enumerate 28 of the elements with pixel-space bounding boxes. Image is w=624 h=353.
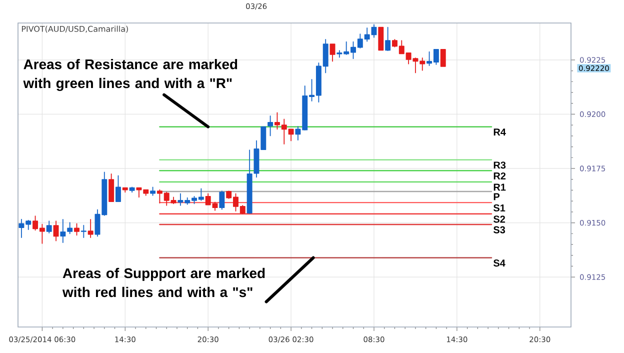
candlestick xyxy=(88,219,94,238)
candlestick xyxy=(53,220,59,242)
candlestick xyxy=(46,220,52,234)
series-label: R4 xyxy=(494,128,506,136)
series-label: R2 xyxy=(494,172,506,180)
series-label: S3 xyxy=(493,226,506,234)
candlestick xyxy=(150,186,156,196)
candlestick xyxy=(116,175,121,202)
series-label: S4 xyxy=(493,260,506,267)
candlestick xyxy=(378,26,384,51)
candlestick xyxy=(80,224,86,238)
annotation: Areas of Suppport are marked with red lines and with a "s" xyxy=(62,268,265,298)
annotation: Areas of Resistance are marked with green lines and with a "R" xyxy=(23,58,238,91)
series-label: S1 xyxy=(493,204,506,212)
candlestick xyxy=(74,223,80,236)
candlestick xyxy=(219,190,225,210)
series-label: R1 xyxy=(494,184,506,191)
series-label: P xyxy=(494,193,500,200)
candlestick xyxy=(440,49,446,67)
candlestick xyxy=(246,150,252,214)
candlestick xyxy=(129,186,135,193)
candlestick xyxy=(330,44,336,62)
series-label: R3 xyxy=(494,162,506,169)
candlestick xyxy=(122,187,128,193)
candlestick xyxy=(268,115,274,136)
series-label: S2 xyxy=(493,216,505,223)
candlestick xyxy=(385,26,391,52)
candlestick xyxy=(108,173,114,202)
